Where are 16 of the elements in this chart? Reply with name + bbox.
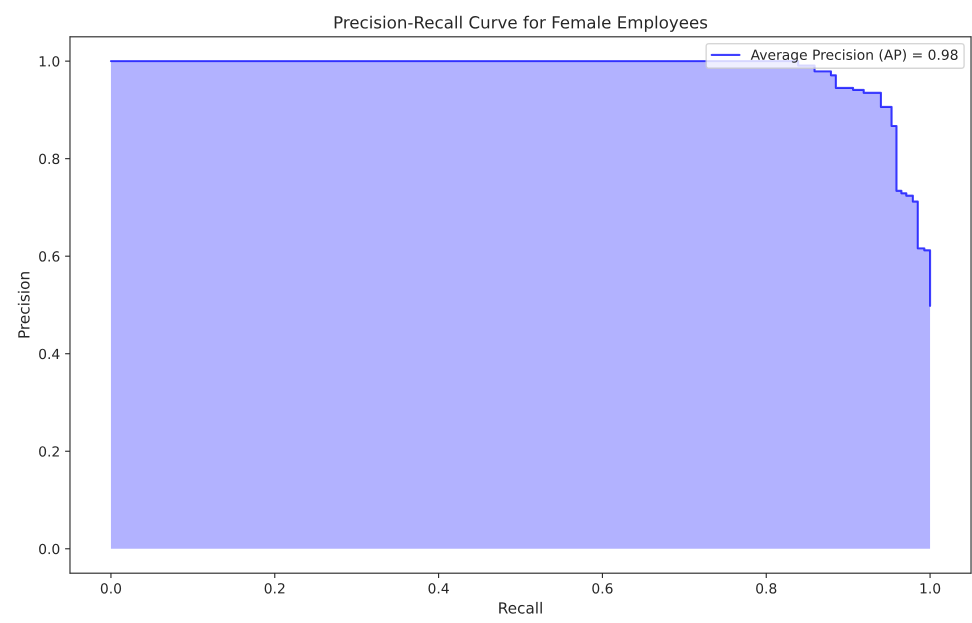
x-tick-label: 0.2 <box>264 583 284 594</box>
x-tick-label: 0.8 <box>756 583 776 594</box>
x-tick-label: 0.4 <box>428 583 449 594</box>
x-tick-label: 0.6 <box>592 583 613 594</box>
y-tick-label: 1.0 <box>40 56 60 67</box>
y-tick-label: 0.2 <box>39 446 59 457</box>
y-tick-label: 0.0 <box>39 544 60 554</box>
chart-title: Precision-Recall Curve for Female Employees <box>334 16 708 32</box>
y-axis-title: Precision <box>18 272 30 338</box>
legend-label: Average Precision (AP) = 0.98 <box>750 49 958 63</box>
x-tick-label: 1.0 <box>920 583 940 594</box>
x-tick-label: 0.0 <box>100 583 122 594</box>
x-axis-title: Recall <box>499 602 542 614</box>
y-tick-label: 0.4 <box>39 348 60 360</box>
y-tick-label: 0.6 <box>39 251 60 262</box>
y-tick-label: 0.8 <box>39 154 60 164</box>
